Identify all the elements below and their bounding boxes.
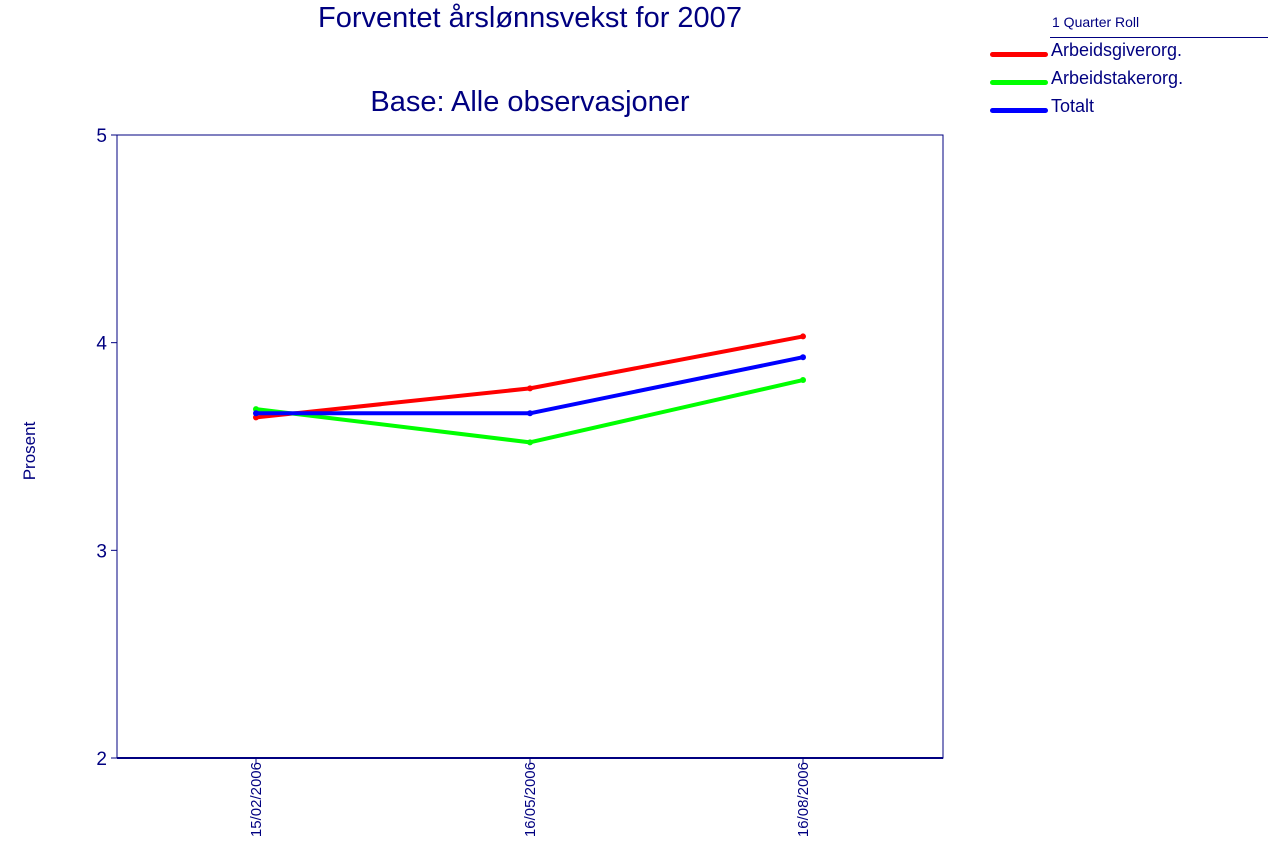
x-tick-label: 15/02/2006 — [248, 762, 265, 837]
legend-swatch — [990, 80, 1048, 85]
y-tick-label: 5 — [96, 126, 107, 147]
data-point — [800, 377, 806, 384]
data-point — [253, 410, 259, 417]
legend-item-arbeidstakerorg: Arbeidstakerorg. — [990, 68, 1268, 96]
data-point — [253, 414, 259, 421]
legend-item-totalt: Totalt — [990, 96, 1268, 124]
legend-label: Arbeidsgiverorg. — [1051, 40, 1183, 60]
data-point — [800, 354, 806, 361]
legend-label: Arbeidstakerorg. — [1051, 68, 1184, 88]
chart-title: Forventet årslønnsvekst for 2007 — [318, 2, 742, 34]
series-line-1 — [254, 334, 805, 420]
legend-swatch — [990, 108, 1048, 113]
data-point — [527, 410, 533, 417]
data-point — [527, 439, 533, 446]
legend-label: Totalt — [1051, 96, 1095, 116]
data-point — [253, 406, 259, 413]
plot-frame — [116, 134, 944, 759]
data-point — [527, 385, 533, 392]
series-line-3 — [254, 355, 805, 416]
x-tick-label: 16/05/2006 — [522, 762, 539, 837]
x-tick-label: 16/08/2006 — [795, 762, 812, 837]
legend: 1 Quarter Roll Arbeidsgiverorg. Arbeidst… — [990, 12, 1268, 124]
legend-swatch — [990, 52, 1048, 57]
chart-subtitle: Base: Alle observasjoner — [370, 86, 690, 118]
data-point — [800, 333, 806, 340]
legend-title: 1 Quarter Roll — [1050, 12, 1268, 38]
y-tick-label: 3 — [96, 541, 107, 562]
y-tick-label: 2 — [96, 749, 107, 770]
legend-item-arbeidsgiverorg: Arbeidsgiverorg. — [990, 40, 1268, 68]
y-axis-label: Prosent — [20, 421, 39, 481]
y-tick-label: 4 — [96, 334, 107, 355]
